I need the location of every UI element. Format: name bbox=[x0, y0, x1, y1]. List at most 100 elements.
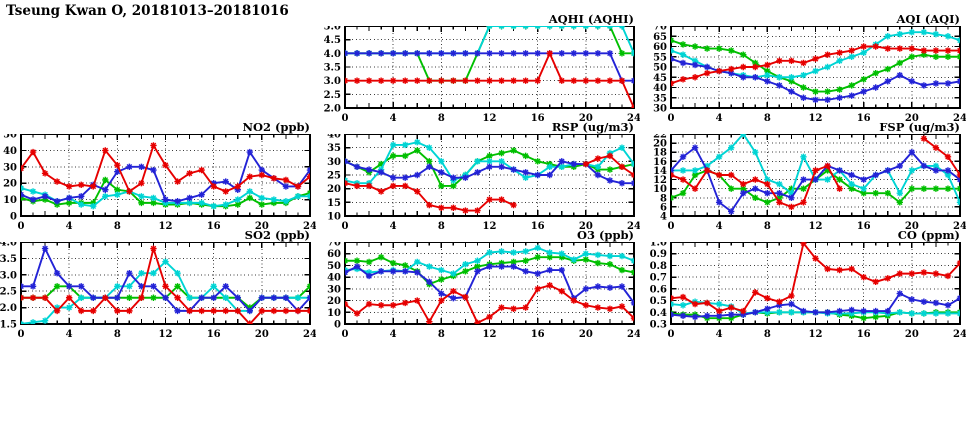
svg-text:60: 60 bbox=[327, 249, 341, 260]
svg-text:20: 20 bbox=[255, 221, 269, 232]
svg-text:20: 20 bbox=[579, 221, 593, 232]
svg-text:20: 20 bbox=[653, 139, 667, 150]
svg-text:24: 24 bbox=[953, 113, 966, 124]
svg-text:4: 4 bbox=[390, 221, 397, 232]
chart-title-fsp: FSP (ug/m3) bbox=[879, 120, 960, 134]
svg-text:10: 10 bbox=[653, 184, 667, 195]
svg-text:8: 8 bbox=[438, 329, 445, 340]
svg-text:12: 12 bbox=[483, 113, 497, 124]
svg-text:20: 20 bbox=[579, 113, 593, 124]
svg-text:16: 16 bbox=[857, 329, 871, 340]
svg-text:20: 20 bbox=[905, 329, 919, 340]
chart-no2: NO2 (ppb) 0 10 20 30 40 50 0 4 8 12 16 20 24 bbox=[0, 120, 316, 232]
svg-text:0.4: 0.4 bbox=[650, 308, 667, 319]
svg-text:30: 30 bbox=[3, 162, 17, 173]
chart-co: CO (ppm) 0.3 0.4 0.5 0.6 0.7 0.8 0.9 1.0 0 4 8 12 16… bbox=[649, 228, 966, 340]
svg-text:0.7: 0.7 bbox=[650, 273, 667, 284]
svg-text:40: 40 bbox=[3, 146, 17, 157]
svg-text:3.0: 3.0 bbox=[0, 270, 17, 281]
svg-text:0.6: 0.6 bbox=[650, 284, 667, 295]
svg-text:8: 8 bbox=[438, 221, 445, 232]
svg-text:0.9: 0.9 bbox=[650, 249, 667, 260]
svg-text:60: 60 bbox=[653, 42, 667, 53]
svg-text:8: 8 bbox=[114, 329, 121, 340]
svg-text:0: 0 bbox=[668, 221, 675, 232]
svg-text:12: 12 bbox=[809, 221, 823, 232]
svg-text:0.5: 0.5 bbox=[650, 296, 667, 307]
svg-text:16: 16 bbox=[207, 221, 221, 232]
svg-text:18: 18 bbox=[653, 148, 667, 159]
svg-text:14: 14 bbox=[653, 166, 667, 177]
chart-title-no2: NO2 (ppb) bbox=[242, 120, 310, 134]
svg-text:20: 20 bbox=[327, 184, 341, 195]
svg-text:15: 15 bbox=[327, 198, 341, 209]
svg-text:0: 0 bbox=[334, 320, 341, 331]
svg-text:2.5: 2.5 bbox=[0, 287, 17, 298]
svg-text:40: 40 bbox=[327, 134, 341, 141]
svg-text:25: 25 bbox=[327, 171, 341, 182]
svg-text:4: 4 bbox=[66, 329, 73, 340]
svg-text:50: 50 bbox=[327, 261, 341, 272]
aqhi-plot: 2.0 2.5 3.0 3.5 4.0 4.5 5.0 0 4 8 12 16 20 24 bbox=[324, 26, 640, 124]
svg-text:55: 55 bbox=[653, 52, 667, 63]
svg-text:20: 20 bbox=[579, 329, 593, 340]
svg-text:3.0: 3.0 bbox=[324, 76, 341, 87]
svg-text:0: 0 bbox=[342, 113, 349, 124]
svg-text:24: 24 bbox=[627, 329, 640, 340]
svg-text:2.5: 2.5 bbox=[324, 90, 341, 101]
chart-title-rsp: RSP (ug/m3) bbox=[551, 120, 634, 134]
svg-text:30: 30 bbox=[327, 284, 341, 295]
svg-text:0: 0 bbox=[18, 329, 25, 340]
chart-aqi: AQI (AQI) 30 35 40 45 50 55 60 65 70 0 4 8 12 16 20 24 bbox=[649, 12, 966, 124]
rsp-plot: 10 15 20 25 30 35 40 0 4 8 12 16 20 24 bbox=[327, 134, 640, 232]
svg-text:0: 0 bbox=[10, 212, 17, 223]
svg-text:0: 0 bbox=[342, 221, 349, 232]
svg-text:10: 10 bbox=[327, 212, 341, 223]
svg-text:1.0: 1.0 bbox=[650, 242, 667, 249]
svg-text:0: 0 bbox=[342, 329, 349, 340]
svg-text:2.0: 2.0 bbox=[0, 303, 17, 314]
svg-text:45: 45 bbox=[653, 73, 667, 84]
svg-text:16: 16 bbox=[857, 113, 871, 124]
chart-o3: O3 (ppb) 0 10 20 30 40 50 60 70 0 4 8 12 16 20 24 bbox=[323, 228, 640, 340]
svg-text:4: 4 bbox=[660, 212, 667, 223]
svg-text:16: 16 bbox=[531, 329, 545, 340]
svg-text:3.5: 3.5 bbox=[324, 63, 341, 74]
svg-text:10: 10 bbox=[3, 195, 17, 206]
svg-text:70: 70 bbox=[653, 26, 667, 33]
chart-title-aqi: AQI (AQI) bbox=[896, 12, 960, 26]
svg-text:10: 10 bbox=[327, 308, 341, 319]
svg-text:20: 20 bbox=[905, 221, 919, 232]
svg-text:16: 16 bbox=[653, 157, 667, 168]
no2-plot: 0 10 20 30 40 50 0 4 8 12 16 20 24 bbox=[3, 134, 316, 232]
svg-text:20: 20 bbox=[327, 296, 341, 307]
svg-text:12: 12 bbox=[159, 221, 173, 232]
svg-text:20: 20 bbox=[255, 329, 269, 340]
svg-text:1.5: 1.5 bbox=[0, 320, 17, 331]
svg-text:40: 40 bbox=[327, 273, 341, 284]
svg-text:4.5: 4.5 bbox=[324, 35, 341, 46]
svg-text:24: 24 bbox=[627, 113, 640, 124]
svg-text:0: 0 bbox=[668, 113, 675, 124]
page-title: Tseung Kwan O, 20181013–20181016 bbox=[6, 3, 289, 19]
svg-text:8: 8 bbox=[764, 113, 771, 124]
svg-text:16: 16 bbox=[531, 113, 545, 124]
svg-text:30: 30 bbox=[653, 104, 667, 115]
svg-text:22: 22 bbox=[653, 134, 667, 141]
svg-text:12: 12 bbox=[653, 175, 667, 186]
svg-text:8: 8 bbox=[660, 193, 667, 204]
chart-aqhi: AQHI (AQHI) 2.0 2.5 3.0 3.5 4.0 4.5 5.0 0 4 8 12 16… bbox=[323, 12, 640, 124]
svg-text:4: 4 bbox=[390, 113, 397, 124]
chart-title-co: CO (ppm) bbox=[897, 228, 960, 242]
svg-text:24: 24 bbox=[953, 221, 966, 232]
svg-text:4: 4 bbox=[390, 329, 397, 340]
svg-text:12: 12 bbox=[483, 221, 497, 232]
svg-text:12: 12 bbox=[159, 329, 173, 340]
svg-text:35: 35 bbox=[653, 93, 667, 104]
svg-text:35: 35 bbox=[327, 143, 341, 154]
svg-text:4: 4 bbox=[716, 329, 723, 340]
